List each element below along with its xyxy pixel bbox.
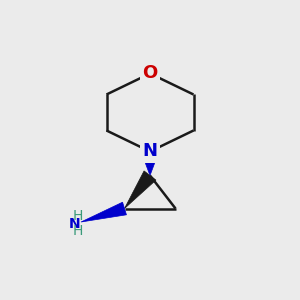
Text: N: N	[69, 217, 81, 230]
Text: O: O	[142, 64, 158, 82]
Polygon shape	[141, 152, 159, 176]
Polygon shape	[81, 202, 127, 222]
Text: N: N	[142, 142, 158, 160]
Text: H: H	[73, 209, 83, 223]
Polygon shape	[124, 171, 156, 208]
Text: H: H	[73, 224, 83, 238]
